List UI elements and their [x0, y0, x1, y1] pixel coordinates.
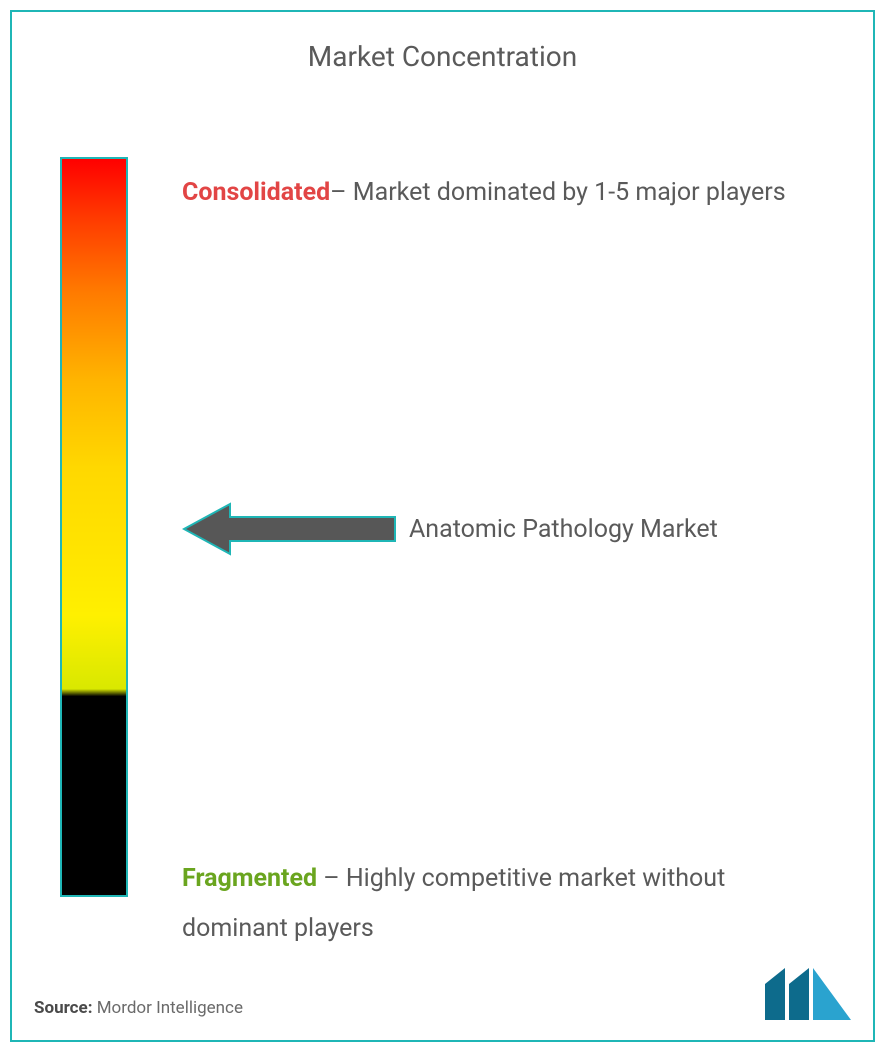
infographic-card: Market Concentration Consolidated– Marke… — [10, 10, 875, 1042]
chart-title: Market Concentration — [12, 12, 873, 73]
consolidated-text: – Market dominated by 1-5 major players — [330, 178, 785, 207]
market-arrow-group: Anatomic Pathology Market — [182, 500, 718, 558]
arrow-shape — [184, 504, 395, 554]
source-attribution: Source: Mordor Intelligence — [34, 998, 243, 1018]
fragmented-label: Fragmented – Highly competitive market w… — [182, 854, 822, 954]
source-prefix: Source: — [34, 998, 92, 1018]
concentration-gradient-bar — [60, 157, 128, 897]
arrow-label-text: Anatomic Pathology Market — [409, 515, 718, 544]
mordor-logo-icon — [763, 966, 853, 1026]
source-name: Mordor Intelligence — [92, 998, 242, 1018]
arrow-left-icon — [182, 500, 397, 558]
consolidated-label: Consolidated– Market dominated by 1-5 ma… — [182, 168, 822, 218]
fragmented-bold: Fragmented — [182, 864, 317, 893]
consolidated-bold: Consolidated — [182, 178, 330, 207]
